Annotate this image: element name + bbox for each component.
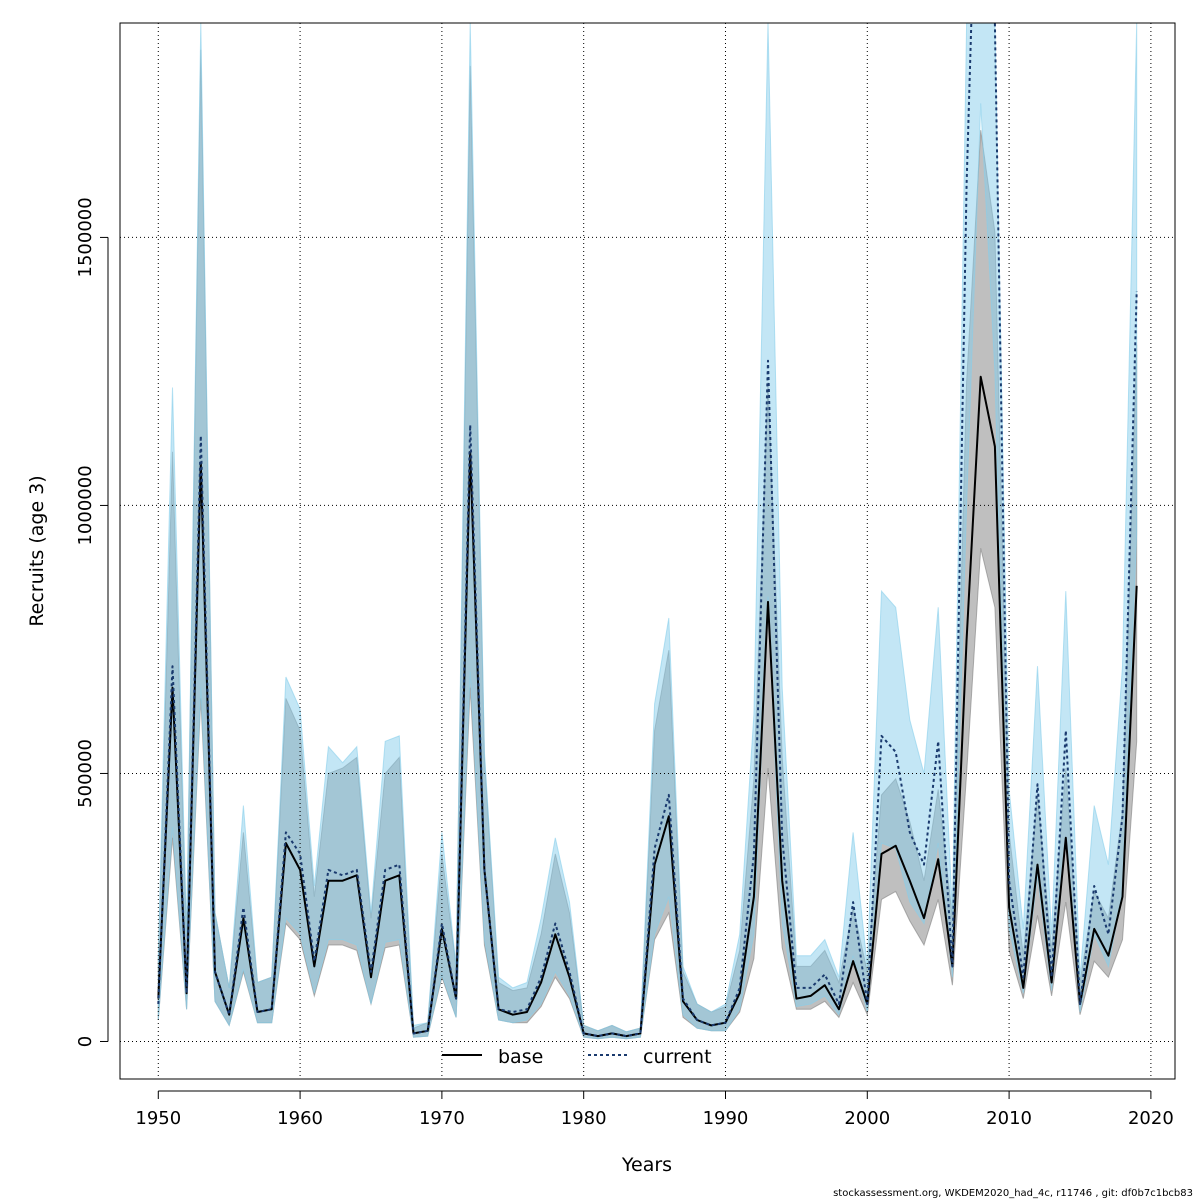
y-tick-label-1000000: 1000000: [75, 465, 96, 545]
x-tick-label-1960: 1960: [277, 1108, 323, 1129]
confidence-band-current: [157, 23, 1138, 1040]
x-tick-label-1970: 1970: [419, 1108, 465, 1129]
x-tick-label-2020: 2020: [1128, 1108, 1174, 1129]
x-axis-title: Years: [621, 1154, 672, 1176]
legend-label-base: base: [498, 1046, 543, 1068]
y-tick-label-1500000: 1500000: [75, 197, 96, 277]
axes: 1950 1960 1970 1980 1990 2000 2010 2020 0 500000 1…: [75, 197, 1174, 1129]
grid-lines: [120, 23, 1175, 1079]
y-axis-title: Recruits (age 3): [26, 475, 48, 626]
y-tick-label-500000: 500000: [75, 739, 96, 808]
x-tick-label-1990: 1990: [703, 1108, 749, 1129]
series-line-current: [157, 23, 1138, 1038]
footer-note: stockassessment.org, WKDEM2020_had_4c, r…: [833, 1188, 1193, 1199]
x-tick-label-2010: 2010: [986, 1108, 1032, 1129]
x-tick-label-2000: 2000: [844, 1108, 890, 1129]
legend-label-current: current: [643, 1046, 712, 1068]
plot-frame: [119, 22, 1176, 1080]
x-tick-label-1980: 1980: [561, 1108, 607, 1129]
series-lines: [157, 23, 1138, 1038]
x-tick-label-1950: 1950: [135, 1108, 181, 1129]
legend: base current: [442, 1046, 712, 1068]
confidence-bands: [157, 23, 1138, 1040]
y-tick-label-0: 0: [75, 1036, 96, 1047]
